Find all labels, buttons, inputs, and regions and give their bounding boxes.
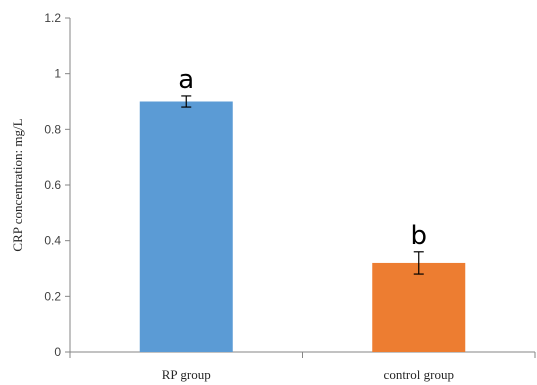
x-axis-ticks bbox=[69, 352, 536, 358]
y-axis-title: CRP concentration: mg/L bbox=[10, 118, 25, 251]
significance-label: a bbox=[178, 65, 194, 95]
y-tick-label: 1.2 bbox=[44, 11, 61, 25]
category-label: control group bbox=[384, 367, 454, 382]
error-bars bbox=[181, 95, 424, 275]
y-tick-label: 0.8 bbox=[44, 122, 61, 136]
category-labels: RP group control group bbox=[162, 367, 454, 382]
significance-labels: ab bbox=[178, 65, 427, 251]
y-tick-label: 0.4 bbox=[44, 234, 61, 248]
bars bbox=[139, 101, 466, 352]
y-axis-ticks: 0 0.2 0.4 0.6 0.8 1 1.2 bbox=[44, 11, 70, 359]
significance-label: b bbox=[410, 221, 427, 251]
y-tick-label: 1 bbox=[54, 67, 61, 81]
category-label: RP group bbox=[162, 367, 211, 382]
y-tick-label: 0.6 bbox=[44, 178, 61, 192]
bar-rp-group bbox=[139, 101, 233, 352]
y-tick-label: 0 bbox=[54, 345, 61, 359]
bar-control-group bbox=[372, 262, 466, 352]
y-tick-label: 0.2 bbox=[44, 289, 61, 303]
